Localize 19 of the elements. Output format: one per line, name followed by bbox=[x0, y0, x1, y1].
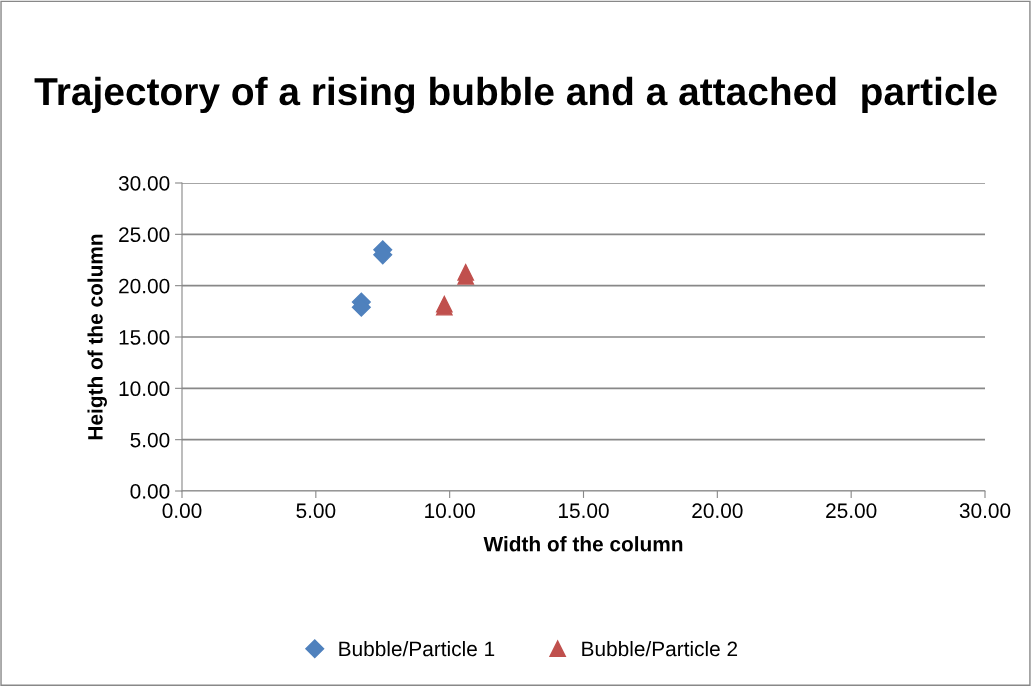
x-tick-label: 20.00 bbox=[692, 503, 743, 519]
y-tick-label: 20.00 bbox=[119, 278, 170, 294]
y-tick-label: 25.00 bbox=[119, 227, 170, 243]
y-tick-label: 0.00 bbox=[130, 484, 170, 499]
y-tick-label: 5.00 bbox=[130, 432, 170, 448]
x-tick-label: 0.00 bbox=[162, 503, 202, 519]
y-tick-label: 15.00 bbox=[119, 330, 170, 345]
x-tick-label: 30.00 bbox=[959, 503, 1011, 519]
y-tick-label: 30.00 bbox=[118, 176, 170, 191]
legend-label: Bubble/Particle 1 bbox=[339, 640, 495, 657]
x-tick-label: 15.00 bbox=[559, 503, 609, 519]
legend-label: Bubble/Particle 2 bbox=[582, 640, 738, 657]
x-axis-title: Width of the column bbox=[483, 536, 683, 552]
y-axis-title: Heigth of the column bbox=[87, 234, 107, 440]
chart-title: Trajectory of a rising bubble and a attached particle bbox=[34, 76, 997, 114]
x-tick-label: 25.00 bbox=[826, 503, 877, 519]
y-tick-label: 10.00 bbox=[119, 381, 170, 397]
x-tick-label: 5.00 bbox=[296, 503, 336, 519]
x-tick-label: 10.00 bbox=[425, 503, 475, 519]
